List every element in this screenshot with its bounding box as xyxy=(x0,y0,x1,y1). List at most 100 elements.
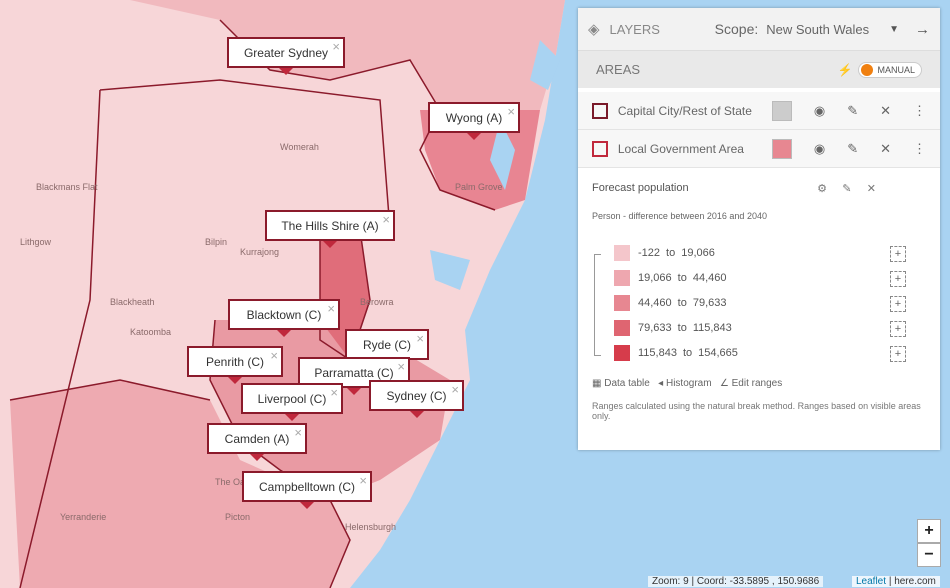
dropdown[interactable]: ▼ xyxy=(889,23,899,35)
legend-links: ▦ Data table ◂ Histogram ∠ Edit ranges xyxy=(592,378,783,389)
zoom-out[interactable]: − xyxy=(917,543,941,567)
layers-icon: ◈ xyxy=(588,21,600,38)
legend-title: Forecast population xyxy=(592,182,689,194)
attribution: Leaflet | here.com xyxy=(852,576,940,587)
scope-value[interactable]: New South Wales xyxy=(766,21,870,37)
swatch xyxy=(614,245,630,261)
range-to: 44,460 xyxy=(692,272,727,284)
popup-close[interactable]: × xyxy=(416,331,424,346)
range-add[interactable]: + xyxy=(890,246,906,262)
popup-label: Parramatta (C) xyxy=(314,365,394,380)
layer-thumb xyxy=(772,138,792,159)
layer-action[interactable]: ✎ xyxy=(847,140,859,156)
popup-close[interactable]: × xyxy=(327,301,335,316)
popup[interactable]: Sydney (C) × xyxy=(369,380,464,418)
popup-label: Sydney (C) xyxy=(386,388,447,403)
range-to: 154,665 xyxy=(698,347,738,359)
legend-note: Ranges calculated using the natural brea… xyxy=(592,401,921,421)
legend-row: -122 to 19,066 xyxy=(614,245,715,261)
region xyxy=(130,0,565,110)
layer-action[interactable]: ⋮ xyxy=(913,140,926,156)
popup[interactable]: The Hills Shire (A) × xyxy=(265,210,395,248)
range-joiner: to xyxy=(677,297,687,309)
popup-close[interactable]: × xyxy=(270,348,278,363)
range-from: 19,066 xyxy=(638,272,672,284)
section: AREAS ⚡ MANUAL xyxy=(578,50,940,88)
link[interactable]: Data table xyxy=(604,378,650,389)
layers-panel: ◈ LAYERS Scope: New South Wales ▼ → AREA… xyxy=(578,8,940,450)
popup-label: Ryde (C) xyxy=(362,337,411,352)
popup-close[interactable]: × xyxy=(332,39,340,54)
popup-label: The Hills Shire (A) xyxy=(281,218,379,233)
range-from: 44,460 xyxy=(638,297,672,309)
range-to: 79,633 xyxy=(692,297,727,309)
range-add[interactable]: + xyxy=(890,296,906,312)
legend-icons[interactable]: ⚙ ✎ ✕ xyxy=(817,183,876,195)
place-label: Lithgow xyxy=(20,237,52,247)
range-to: 19,066 xyxy=(681,247,715,259)
region xyxy=(420,110,540,210)
layer-row: Local Government Area ◉ ✎ ✕ ⋮ xyxy=(578,130,940,168)
link[interactable]: Edit ranges xyxy=(731,378,783,389)
range-joiner: to xyxy=(677,322,687,334)
swatch xyxy=(614,320,630,336)
place-label: Picton xyxy=(225,512,250,522)
popup[interactable]: Ryde (C) × xyxy=(345,329,429,367)
popup-close[interactable]: × xyxy=(507,104,515,119)
range-to: 115,843 xyxy=(692,322,732,334)
layer-row: Capital City/Rest of State ◉ ✎ ✕ ⋮ xyxy=(578,92,940,130)
popup-label: Blacktown (C) xyxy=(246,307,322,322)
popup-label: Campbelltown (C) xyxy=(258,479,356,494)
scope-label: Scope: xyxy=(714,21,759,37)
link[interactable]: Histogram xyxy=(665,378,712,389)
range-add[interactable]: + xyxy=(890,346,906,362)
section-title: AREAS xyxy=(596,62,641,77)
legend-row: 19,066 to 44,460 xyxy=(614,270,727,286)
collapse[interactable]: → xyxy=(915,20,930,38)
popup[interactable]: Blacktown (C) × xyxy=(228,299,340,337)
popup-close[interactable]: × xyxy=(397,359,405,374)
panel-title: LAYERS xyxy=(609,21,660,37)
popup[interactable]: Liverpool (C) × xyxy=(241,383,343,421)
popup[interactable]: Campbelltown (C) × xyxy=(242,471,372,509)
zoom-in[interactable]: + xyxy=(917,519,941,543)
place-label: Blackheath xyxy=(110,297,155,307)
layer-action[interactable]: ◉ xyxy=(813,102,826,118)
range-add[interactable]: + xyxy=(890,271,906,287)
toggle[interactable]: MANUAL xyxy=(858,61,922,78)
toggle-label: MANUAL xyxy=(877,64,915,75)
place-label: Helensburgh xyxy=(345,522,396,532)
layer-thumb xyxy=(772,100,792,121)
checkbox[interactable] xyxy=(592,102,608,119)
layer-action[interactable]: ◉ xyxy=(813,140,826,156)
popup-label: Greater Sydney xyxy=(243,45,329,60)
popup-close[interactable]: × xyxy=(294,425,302,440)
popup[interactable]: Camden (A) × xyxy=(207,423,307,461)
layer-action[interactable]: ✕ xyxy=(880,102,891,118)
place-label: Bilpin xyxy=(205,237,227,247)
popup[interactable]: Greater Sydney × xyxy=(227,37,345,75)
place-label: The Oaks xyxy=(215,477,255,487)
popup[interactable]: Penrith (C) × xyxy=(187,346,283,384)
leaflet-link[interactable]: Leaflet xyxy=(856,576,887,587)
swatch xyxy=(614,295,630,311)
popup[interactable]: Wyong (A) × xyxy=(428,102,520,140)
layer-action[interactable]: ⋮ xyxy=(913,102,926,118)
legend-row: 44,460 to 79,633 xyxy=(614,295,727,311)
swatch xyxy=(614,345,630,361)
popup-close[interactable]: × xyxy=(382,212,390,227)
range-from: -122 xyxy=(638,247,661,259)
layer-action[interactable]: ✎ xyxy=(847,102,859,118)
checkbox[interactable] xyxy=(592,140,608,157)
popup-close[interactable]: × xyxy=(359,473,367,488)
panel-header: ◈ LAYERS Scope: New South Wales ▼ → xyxy=(578,8,940,50)
layer-action[interactable]: ✕ xyxy=(880,140,891,156)
popup-close[interactable]: × xyxy=(451,382,459,397)
toggle-knob xyxy=(861,63,874,76)
popup-close[interactable]: × xyxy=(330,385,338,400)
range-add[interactable]: + xyxy=(890,321,906,337)
popup-label: Penrith (C) xyxy=(205,354,264,369)
place-label: Blackmans Flat xyxy=(36,182,98,192)
